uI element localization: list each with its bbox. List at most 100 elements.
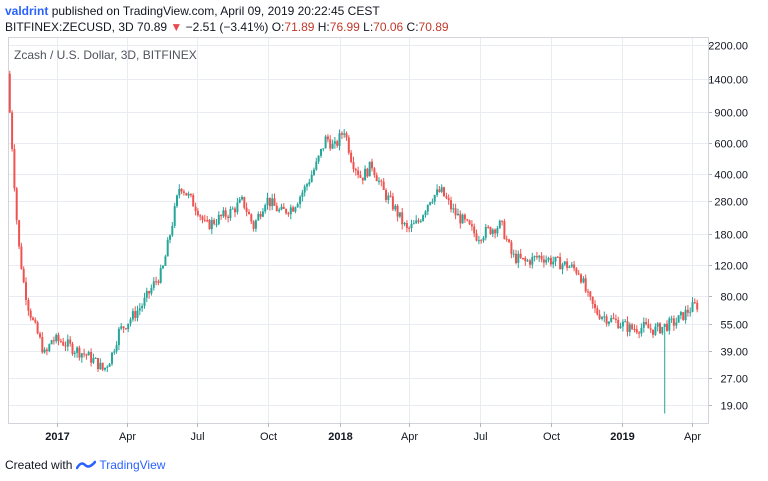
candle-body xyxy=(489,227,492,234)
candle-body xyxy=(366,168,369,177)
candle-body xyxy=(433,195,436,202)
candle-body xyxy=(380,180,383,182)
candle-body xyxy=(524,258,527,262)
candle-body xyxy=(336,141,339,146)
candle-body xyxy=(654,326,657,335)
candle-body xyxy=(194,206,197,211)
candle-body xyxy=(164,256,167,266)
x-tick-label: Oct xyxy=(260,431,277,443)
candle-body xyxy=(531,256,534,265)
candle-body xyxy=(59,340,62,342)
candle-body xyxy=(275,205,278,212)
candle-body xyxy=(201,216,204,220)
candle-body xyxy=(696,302,699,310)
candle-body xyxy=(76,347,79,353)
candle-body xyxy=(299,196,302,205)
candle-body xyxy=(213,219,216,224)
footer: Created with TradingView xyxy=(5,457,165,473)
candle-body xyxy=(473,226,476,234)
candle-body xyxy=(547,258,550,260)
candle-body xyxy=(598,314,601,319)
candle-body xyxy=(57,334,60,341)
close-value: 70.89 xyxy=(418,20,449,34)
candle-body xyxy=(482,237,485,241)
y-tick-label: 180.00 xyxy=(714,230,748,242)
candle-body xyxy=(313,169,315,175)
candle-body xyxy=(417,220,420,222)
candle-body xyxy=(94,358,97,359)
candle-body xyxy=(166,239,169,257)
candle-body xyxy=(143,297,146,306)
candle-body xyxy=(259,214,262,217)
candle-body xyxy=(619,326,622,329)
candle-body xyxy=(289,207,292,215)
candle-body xyxy=(333,141,336,144)
candle-body xyxy=(306,184,308,187)
candle-body xyxy=(633,329,636,330)
chart-frame xyxy=(8,37,709,424)
candle-body xyxy=(378,180,380,182)
candle-body xyxy=(155,281,158,283)
candle-body xyxy=(215,223,218,225)
candle-body xyxy=(468,220,471,225)
candle-body xyxy=(62,341,65,346)
candle-body xyxy=(261,211,264,217)
candle-body xyxy=(50,340,53,345)
candle-body xyxy=(419,220,422,222)
candle-body xyxy=(136,310,139,318)
candle-body xyxy=(134,311,137,318)
candle-body xyxy=(689,311,692,313)
candle-body xyxy=(529,260,531,265)
candle-body xyxy=(454,208,457,216)
close-label: C: xyxy=(406,20,419,34)
candle-body xyxy=(36,322,39,334)
low-label: L: xyxy=(363,20,374,34)
candle-body xyxy=(347,137,350,153)
candle-body xyxy=(603,316,606,318)
candle-body xyxy=(408,227,411,229)
candle-body xyxy=(508,239,511,243)
candle-body xyxy=(591,296,594,304)
candle-body xyxy=(111,352,113,364)
x-tick-label: Apr xyxy=(684,431,701,443)
author-link[interactable]: valdrint xyxy=(5,4,49,18)
candle-body xyxy=(394,205,397,210)
candle-body xyxy=(250,214,253,222)
candle-body xyxy=(612,317,615,319)
candle-body xyxy=(69,339,72,344)
candle-body xyxy=(410,224,413,228)
y-tick-label: 27.00 xyxy=(720,374,748,386)
candle-body xyxy=(445,196,448,199)
candle-body xyxy=(470,224,473,227)
candle-body xyxy=(403,223,406,225)
candle-body xyxy=(171,225,174,236)
symbol-info-bar: BITFINEX:ZECUSD, 3D 70.89 ▼ −2.51 (−3.41… xyxy=(5,19,449,35)
candle-body xyxy=(20,246,23,269)
candle-body xyxy=(317,155,320,162)
candle-body xyxy=(138,308,141,311)
candle-body xyxy=(208,220,211,230)
created-with-label: Created with xyxy=(5,458,73,472)
candle-body xyxy=(152,281,155,288)
candle-body xyxy=(359,175,362,178)
candle-body xyxy=(429,202,432,205)
candle-body xyxy=(396,205,399,217)
candle-body xyxy=(90,352,93,363)
tradingview-logo-icon[interactable] xyxy=(76,459,97,471)
candle-body xyxy=(287,213,290,215)
candle-body xyxy=(638,332,641,334)
candle-body xyxy=(352,162,355,170)
candle-body xyxy=(55,334,58,342)
candle-body xyxy=(87,352,90,356)
candle-body xyxy=(224,210,227,217)
candle-body xyxy=(484,226,487,238)
candle-body xyxy=(661,326,664,334)
candle-body xyxy=(43,349,46,353)
candle-body xyxy=(315,161,318,170)
candle-body xyxy=(487,226,490,228)
tradingview-brand-link[interactable]: TradingView xyxy=(99,458,166,472)
candle-body xyxy=(222,210,225,217)
candle-body xyxy=(494,229,497,234)
candle-body xyxy=(519,253,522,258)
